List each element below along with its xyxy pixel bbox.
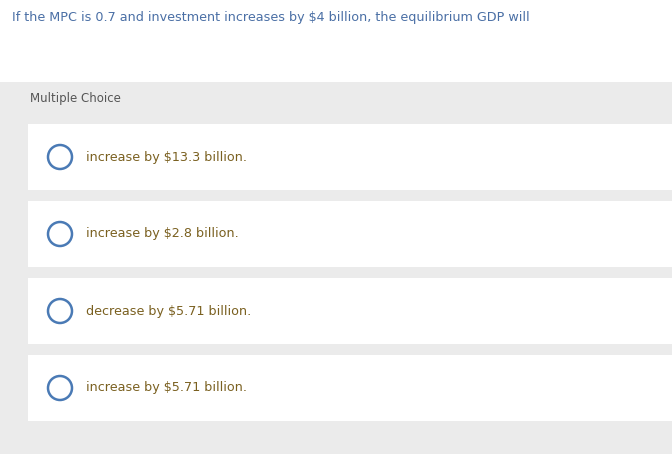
Text: increase by $2.8 billion.: increase by $2.8 billion.: [86, 227, 239, 241]
Circle shape: [48, 299, 72, 323]
Circle shape: [48, 222, 72, 246]
Text: increase by $5.71 billion.: increase by $5.71 billion.: [86, 381, 247, 395]
Text: increase by $13.3 billion.: increase by $13.3 billion.: [86, 150, 247, 163]
Text: Multiple Choice: Multiple Choice: [30, 92, 121, 105]
FancyBboxPatch shape: [28, 278, 672, 344]
FancyBboxPatch shape: [28, 124, 672, 190]
FancyBboxPatch shape: [0, 82, 672, 454]
Circle shape: [48, 145, 72, 169]
Text: decrease by $5.71 billion.: decrease by $5.71 billion.: [86, 305, 251, 317]
Text: If the MPC is 0.7 and investment increases by $4 billion, the equilibrium GDP wi: If the MPC is 0.7 and investment increas…: [12, 11, 530, 24]
FancyBboxPatch shape: [28, 355, 672, 421]
FancyBboxPatch shape: [28, 201, 672, 267]
Circle shape: [48, 376, 72, 400]
